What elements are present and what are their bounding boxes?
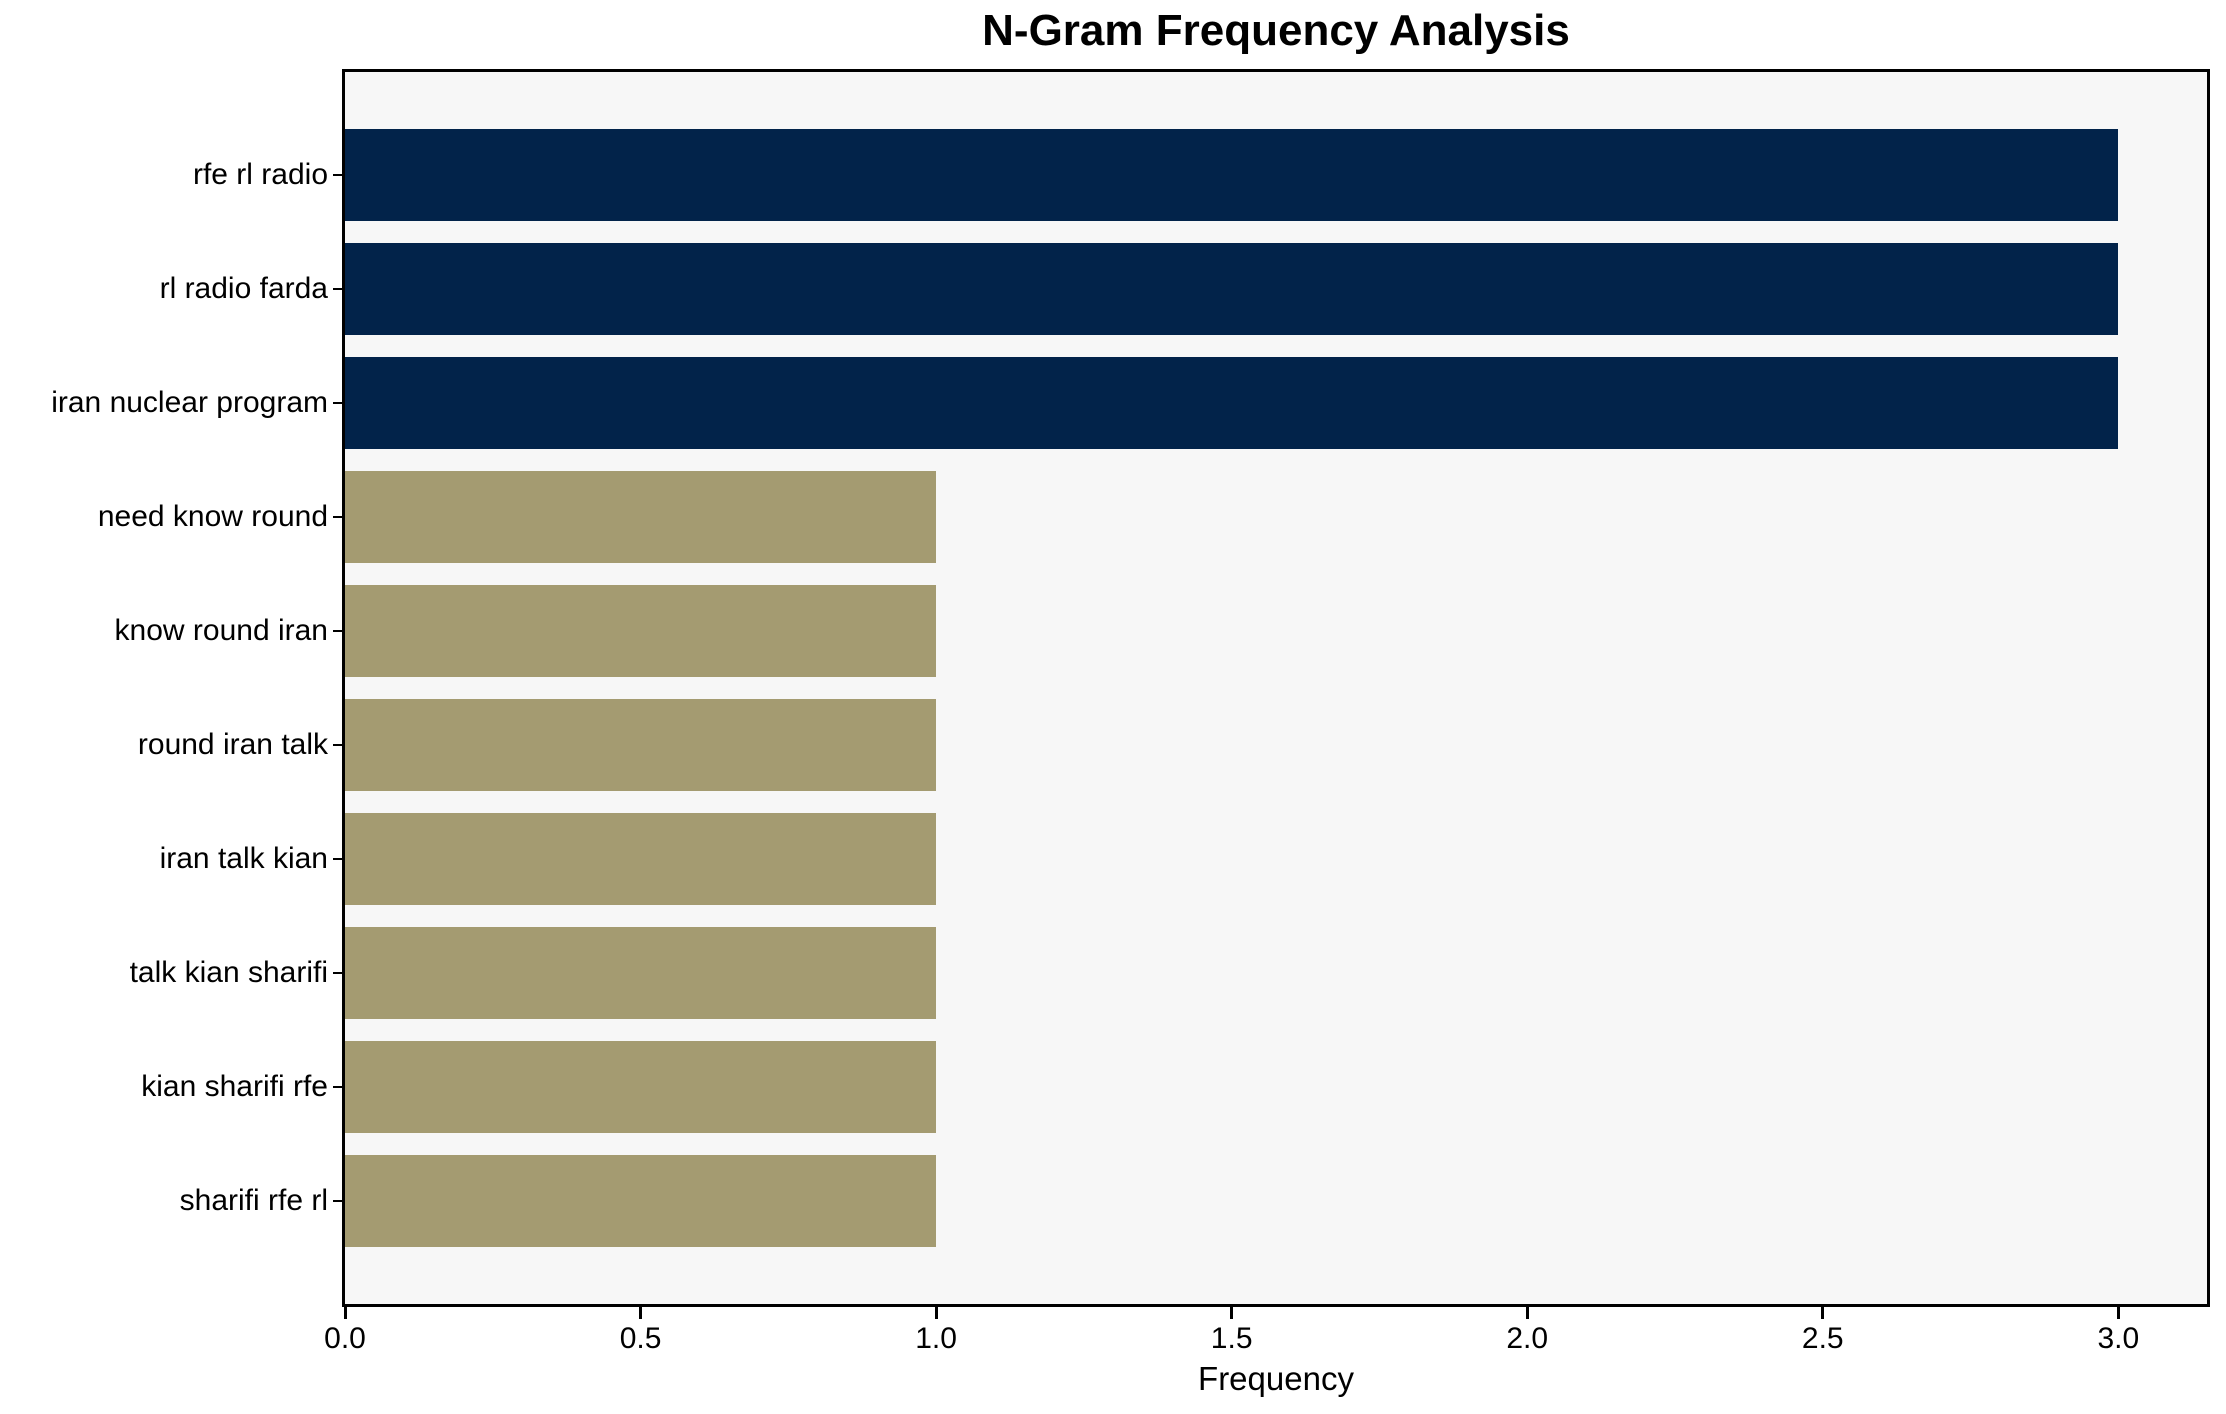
y-tick-mark	[333, 858, 345, 860]
x-tick-mark	[934, 1307, 938, 1319]
y-tick-mark	[333, 402, 345, 404]
y-tick-mark	[333, 288, 345, 290]
x-axis-label: Frequency	[1198, 1360, 1354, 1397]
bar-talk-kian-sharifi	[345, 927, 937, 1019]
bar-kian-sharifi-rfe	[345, 1041, 937, 1133]
y-tick-mark	[333, 744, 345, 746]
x-tick-mark	[2116, 1307, 2120, 1319]
x-tick-label: 1.5	[1210, 1322, 1253, 1355]
y-tick-label: talk kian sharifi	[129, 956, 328, 989]
y-tick-label: rfe rl radio	[192, 158, 328, 191]
x-tick-mark	[1230, 1307, 1234, 1319]
x-tick-mark	[1821, 1307, 1825, 1319]
y-tick-label: kian sharifi rfe	[141, 1070, 328, 1103]
chart-title: N-Gram Frequency Analysis	[982, 6, 1570, 55]
y-tick-label: round iran talk	[137, 728, 328, 761]
y-tick-label: iran talk kian	[159, 842, 328, 875]
x-tick-mark	[1525, 1307, 1529, 1319]
bar-rfe-rl-radio	[345, 129, 2119, 221]
x-tick-label: 0.0	[324, 1322, 366, 1355]
y-tick-mark	[333, 516, 345, 518]
x-tick-label: 0.5	[619, 1322, 662, 1355]
y-tick-mark	[333, 1086, 345, 1088]
x-tick-mark	[639, 1307, 643, 1319]
bar-rl-radio-farda	[345, 243, 2119, 335]
bar-need-know-round	[345, 471, 937, 563]
y-tick-mark	[333, 630, 345, 632]
x-tick-mark	[343, 1307, 347, 1319]
bar-iran-talk-kian	[345, 813, 937, 905]
y-tick-mark	[333, 174, 345, 176]
bar-round-iran-talk	[345, 699, 937, 791]
bar-know-round-iran	[345, 585, 937, 677]
x-tick-label: 1.0	[915, 1322, 957, 1355]
bar-iran-nuclear-program	[345, 357, 2119, 449]
x-tick-label: 2.0	[1506, 1322, 1549, 1355]
plot-area	[342, 69, 2210, 1307]
y-tick-mark	[333, 1200, 345, 1202]
y-tick-label: need know round	[97, 500, 328, 533]
y-tick-label: iran nuclear program	[51, 386, 328, 419]
y-tick-label: know round iran	[114, 614, 328, 647]
y-tick-label: sharifi rfe rl	[179, 1184, 328, 1217]
bar-sharifi-rfe-rl	[345, 1155, 937, 1247]
x-tick-label: 3.0	[2097, 1322, 2140, 1355]
y-tick-label: rl radio farda	[159, 272, 328, 305]
x-tick-label: 2.5	[1801, 1322, 1844, 1355]
y-tick-mark	[333, 972, 345, 974]
